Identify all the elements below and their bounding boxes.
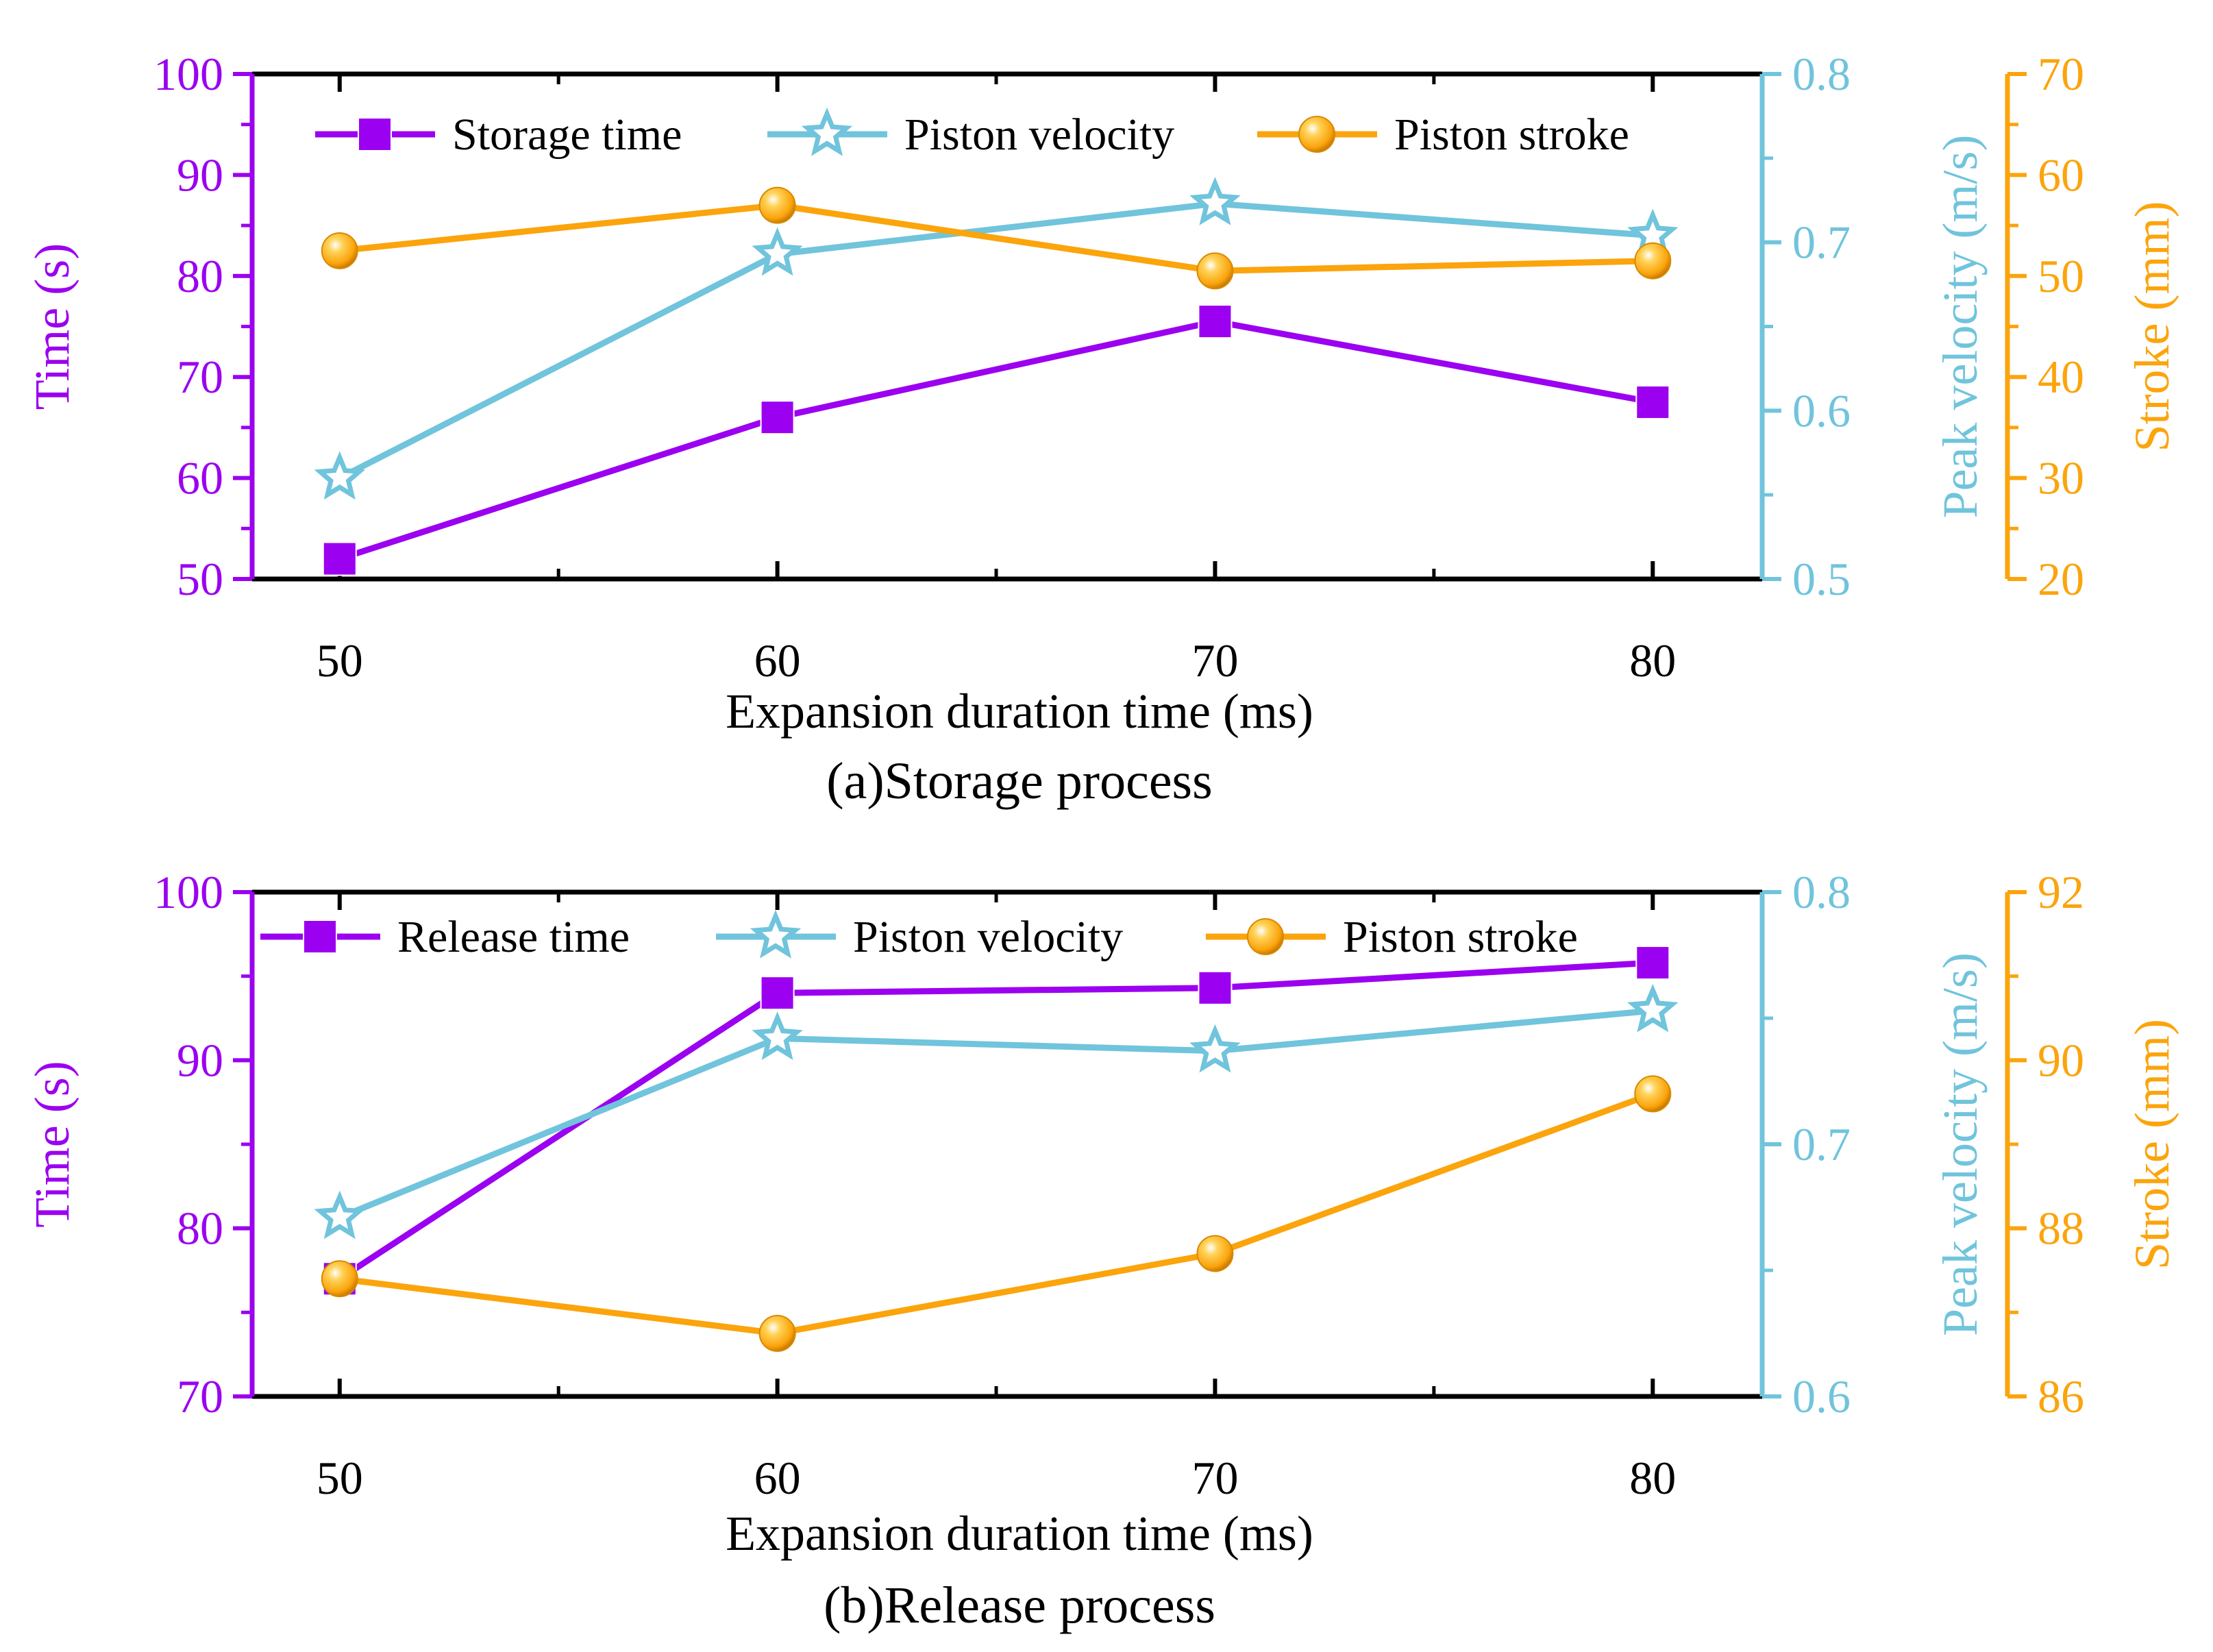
data-point-star	[314, 451, 365, 500]
tick-label: 0.6	[1792, 1370, 1851, 1422]
legend-marker-square	[358, 117, 392, 151]
x-tick-label: 70	[1191, 634, 1238, 687]
x-tick-label: 50	[317, 1452, 363, 1504]
data-point-star	[314, 1190, 365, 1240]
tick-label: 100	[153, 48, 223, 100]
tick-label: 100	[153, 866, 223, 918]
data-point-square	[760, 400, 795, 435]
legend-label: Release time	[397, 912, 630, 962]
tick-label: 90	[177, 1034, 223, 1086]
axis-title: Stroke (mm)	[2125, 1019, 2179, 1270]
axis-title: Peak velocity (m/s)	[1933, 135, 1988, 519]
axis-title: Time (s)	[25, 1061, 79, 1227]
tick-label: 90	[177, 149, 223, 201]
legend-marker-ball	[1298, 116, 1335, 153]
data-point-square	[1635, 385, 1670, 420]
series-line-star	[338, 1007, 1653, 1220]
series-line-star	[338, 200, 1653, 481]
tick-label: 0.6	[1792, 384, 1851, 436]
legend-marker-star	[801, 107, 853, 156]
x-tick-label: 50	[317, 634, 363, 687]
data-point-star	[1189, 177, 1241, 225]
data-point-ball	[1196, 1235, 1234, 1272]
tick-label: 80	[177, 250, 223, 302]
data-point-ball	[758, 1315, 796, 1352]
legend-label: Piston stroke	[1394, 110, 1629, 160]
tick-label: 40	[2038, 351, 2084, 403]
axis-title: Stroke (mm)	[2125, 201, 2179, 452]
data-point-star	[1627, 983, 1679, 1033]
tick-label: 0.7	[1792, 217, 1851, 269]
axis-title: Peak velocity (m/s)	[1933, 952, 1988, 1336]
tick-label: 60	[177, 452, 223, 504]
legend-marker-ball	[1247, 918, 1284, 955]
tick-label: 0.5	[1792, 553, 1851, 605]
data-point-ball	[758, 186, 796, 224]
data-point-square	[1635, 946, 1670, 981]
x-axis-title: Expansion duration time (ms)	[726, 684, 1313, 739]
series-line-square	[338, 959, 1653, 1282]
data-point-ball	[1196, 252, 1234, 290]
tick-label: 80	[177, 1203, 223, 1255]
x-tick-label: 60	[754, 634, 801, 687]
x-axis-title: Expansion duration time (ms)	[726, 1506, 1313, 1561]
tick-label: 0.7	[1792, 1118, 1851, 1170]
tick-label: 70	[177, 1370, 223, 1422]
data-point-ball	[1634, 1075, 1672, 1113]
data-point-ball	[321, 1260, 358, 1298]
tick-label: 20	[2038, 553, 2084, 605]
data-point-ball	[321, 232, 358, 269]
tick-label: 50	[177, 553, 223, 605]
legend-label: Piston velocity	[853, 912, 1123, 962]
x-tick-label: 70	[1191, 1452, 1238, 1504]
legend-label: Piston stroke	[1343, 912, 1578, 962]
x-tick-label: 80	[1629, 1452, 1676, 1504]
legend-marker-star	[750, 909, 802, 959]
data-point-star	[752, 227, 803, 276]
tick-label: 92	[2038, 866, 2084, 918]
legend-label: Storage time	[452, 110, 682, 160]
tick-label: 88	[2038, 1203, 2084, 1255]
data-point-star	[1189, 1024, 1241, 1073]
data-point-square	[322, 541, 357, 576]
series-line-ball	[339, 202, 1653, 274]
data-point-square	[760, 976, 795, 1011]
panel-caption: (b)Release process	[824, 1577, 1215, 1634]
tick-label: 90	[2038, 1034, 2084, 1086]
legend-marker-square	[303, 920, 337, 954]
tick-label: 70	[2038, 48, 2084, 100]
data-point-square	[1198, 304, 1233, 339]
tick-label: 60	[2038, 149, 2084, 201]
release-process-panel: 50 60 70 80 Expansion duration time (ms) (b)R…	[25, 866, 2179, 1634]
storage-process-panel: 50 60 70 80 Expansion duration time (ms) (a)S…	[25, 48, 2179, 810]
data-point-square	[1198, 970, 1233, 1005]
tick-label: 50	[2038, 250, 2084, 302]
tick-label: 30	[2038, 452, 2084, 504]
data-point-star	[752, 1011, 803, 1061]
tick-label: 86	[2038, 1370, 2084, 1422]
x-tick-label: 80	[1629, 634, 1676, 687]
data-point-ball	[1634, 242, 1672, 280]
series-line-ball	[339, 1091, 1654, 1337]
panel-caption: (a)Storage process	[826, 752, 1212, 810]
x-tick-label: 60	[754, 1452, 801, 1504]
tick-label: 0.8	[1792, 866, 1851, 918]
tick-label: 70	[177, 351, 223, 403]
tick-label: 0.8	[1792, 48, 1851, 100]
legend-label: Piston velocity	[904, 110, 1174, 160]
series-line-square	[338, 318, 1654, 562]
axis-title: Time (s)	[25, 243, 79, 410]
